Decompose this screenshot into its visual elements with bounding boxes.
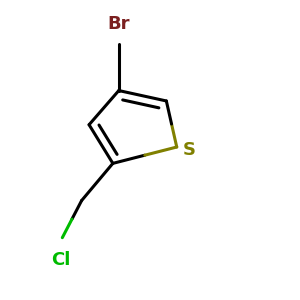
Text: S: S <box>183 141 196 159</box>
Text: Br: Br <box>107 15 130 33</box>
Text: Cl: Cl <box>51 251 70 269</box>
